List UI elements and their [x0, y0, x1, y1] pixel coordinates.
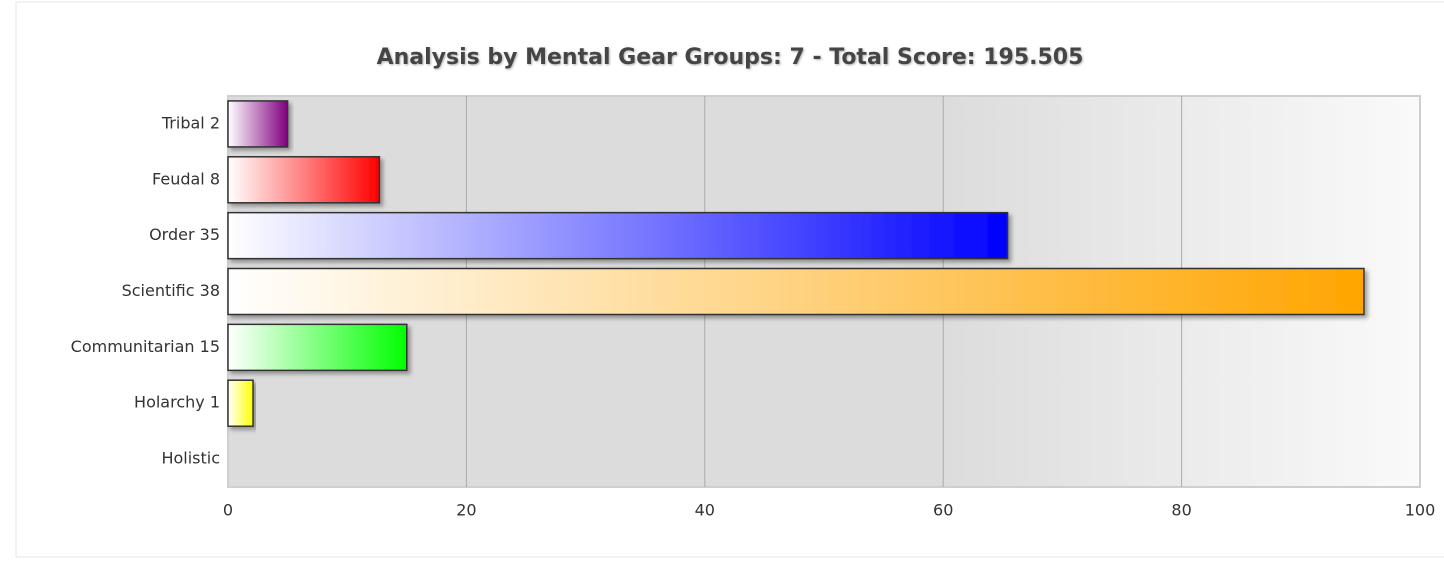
bar	[227, 211, 1009, 260]
bar	[227, 323, 408, 372]
y-tick-label: Order 35	[149, 225, 220, 244]
chart-title: Analysis by Mental Gear Groups: 7 - Tota…	[377, 45, 1084, 70]
x-tick-label: 60	[933, 501, 953, 520]
frame	[15, 1, 1444, 558]
bar	[227, 156, 381, 204]
y-tick-label: Communitarian 15	[71, 337, 220, 356]
y-tick-label: Holarchy 1	[134, 393, 220, 412]
y-tick-label: Tribal 2	[161, 113, 220, 132]
bar	[227, 379, 254, 427]
y-tick-label: Scientific 38	[122, 281, 220, 300]
y-tick-label: Feudal 8	[152, 169, 220, 188]
bar	[227, 100, 289, 148]
x-tick-label: 100	[1405, 501, 1436, 520]
bar	[227, 267, 1365, 316]
x-tick-label: 80	[1171, 501, 1191, 520]
x-tick-label: 20	[456, 501, 476, 520]
x-tick-label: 40	[695, 501, 715, 520]
y-tick-label: Holistic	[161, 449, 220, 468]
x-tick-label: 0	[223, 501, 233, 520]
